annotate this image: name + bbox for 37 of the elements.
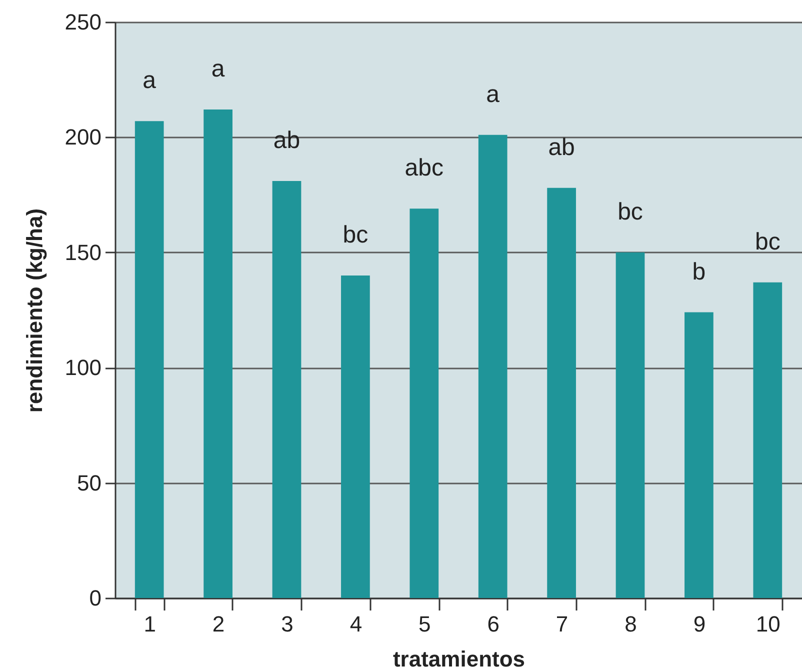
- bar: [547, 188, 576, 598]
- x-tick-label: 10: [756, 612, 780, 636]
- bar: [753, 282, 782, 598]
- y-tick-label: 250: [64, 10, 102, 34]
- annotation: a: [142, 67, 157, 94]
- y-tick-label: 0: [89, 586, 102, 610]
- y-axis-title: rendimiento (kg/ha): [22, 208, 47, 413]
- x-tick-label: 7: [556, 612, 568, 636]
- bar: [684, 312, 714, 598]
- annotation: ab: [548, 134, 575, 161]
- x-tick-label: 1: [144, 612, 156, 636]
- bar: [478, 134, 508, 598]
- x-tick-label: 4: [350, 612, 362, 636]
- annotation: a: [486, 80, 500, 108]
- y-tick-label: 100: [64, 355, 102, 380]
- annotation: bc: [342, 221, 368, 248]
- x-tick-label: 6: [487, 612, 500, 636]
- annotation: a: [211, 56, 226, 83]
- x-axis-title: tratamientos: [392, 646, 526, 672]
- annotation: abc: [404, 154, 444, 182]
- y-tick-label: 200: [64, 124, 102, 150]
- x-tick-label: 9: [693, 612, 706, 636]
- annotation: bc: [618, 198, 643, 226]
- annotation: b: [692, 258, 706, 286]
- bar: [134, 121, 164, 598]
- y-tick-label: 50: [77, 470, 102, 496]
- x-tick-label: 5: [418, 612, 431, 636]
- bar: [272, 180, 302, 598]
- bar: [204, 110, 232, 598]
- x-tick-label: 2: [212, 612, 225, 636]
- annotation: bc: [754, 228, 780, 256]
- bar: [616, 252, 645, 598]
- y-tick-label: 150: [64, 240, 102, 265]
- bar: [410, 208, 439, 598]
- x-tick-label: 8: [624, 612, 637, 636]
- bar: [341, 275, 370, 598]
- x-tick-label: 3: [281, 612, 294, 636]
